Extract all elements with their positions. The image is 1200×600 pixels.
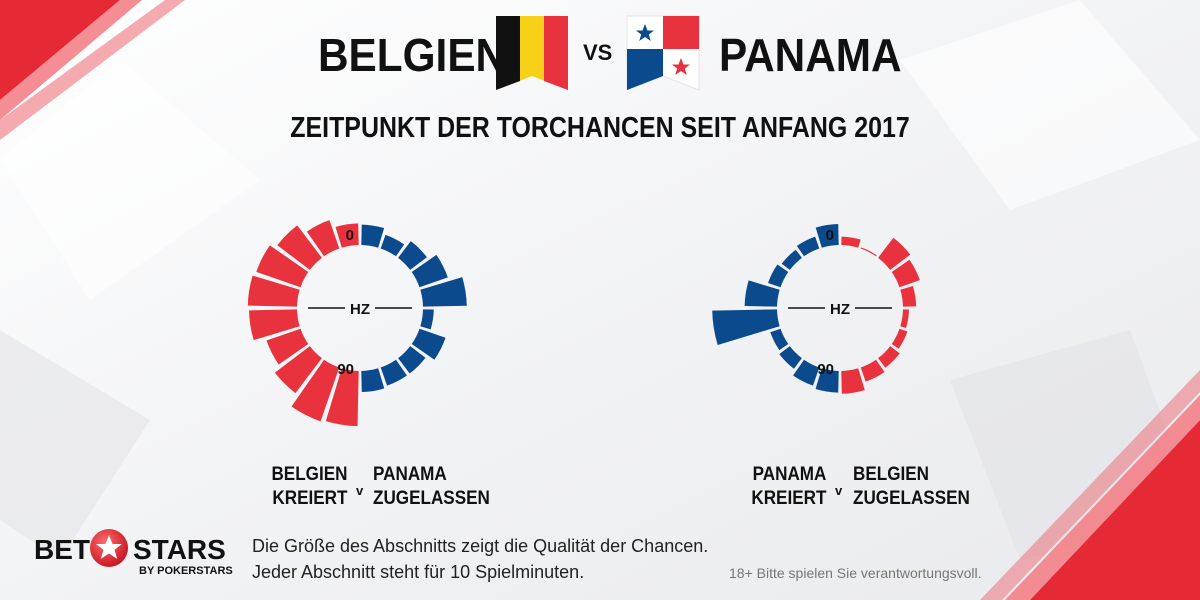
legend-separator: v [356,483,364,498]
logo-subtext: BY POKERSTARS [139,565,233,577]
segment-left-40-HZ [744,280,780,307]
legend-line: ZUGELASSEN [853,488,970,509]
segment-left-10-20 [796,236,820,257]
legend-line: ZUGELASSEN [373,488,490,509]
footer-disclaimer: 18+ Bitte spielen Sie verantwortungsvoll… [729,565,982,581]
logo-text-bet: BET [34,534,90,565]
segment-right-40-HZ [900,285,917,307]
vs-label: VS [583,40,613,65]
segment-left-HZ-50 [712,309,780,345]
segment-left-70-80 [793,359,820,386]
radial-chart-belgium-panama: HZ 0 90 [247,220,467,427]
segment-right-30-40 [891,259,920,288]
segment-right-40-HZ [420,277,467,307]
legend-left-chart1: PANAMA KREIERT [751,463,826,511]
panama-flag-icon [626,15,700,91]
footer-note-line1: Die Größe des Abschnitts zeigt die Quali… [252,536,709,556]
footer-note-line2: Jeder Abschnitt steht für 10 Spielminute… [252,562,585,582]
legend-right-chart0: PANAMA ZUGELASSEN [373,463,490,511]
segment-right-0-10 [361,224,385,248]
legend-line: KREIERT [271,488,347,509]
segment-right-HZ-50 [900,309,909,328]
start-label: 0 [826,227,834,244]
segment-right-30-40 [411,254,448,288]
belgium-flag-icon [496,16,568,90]
footer-note: Die Größe des Abschnitts zeigt die Quali… [252,533,708,585]
segment-right-20-30 [878,237,911,270]
segment-left-50-60 [770,328,789,351]
legend-line: KREIERT [750,488,826,509]
center-label: HZ [830,301,850,318]
segment-right-80-90 [361,368,385,392]
segment-left-70-80 [291,359,340,422]
start-label: 0 [346,227,354,244]
legend-line: BELGIEN [853,464,930,485]
legend-line: PANAMA [752,464,826,485]
legend-separator: v [835,483,843,498]
segment-right-70-80 [860,359,885,382]
segment-right-50-60 [411,328,446,360]
segment-right-80-90 [841,368,865,394]
segment-right-60-70 [398,346,426,374]
segment-right-60-70 [878,346,900,368]
segment-left-80-90 [325,368,359,427]
segment-left-50-60 [266,328,309,365]
segment-left-0-10 [815,224,839,248]
legend-left-chart0: BELGIEN KREIERT [271,463,347,511]
team-left-title: BELGIEN [318,29,507,81]
segment-left-60-70 [779,346,802,369]
segment-left-0-10 [335,223,359,248]
legend-right-chart1: BELGIEN ZUGELASSEN [853,463,970,511]
legend-line: BELGIEN [270,464,347,485]
pokerstars-star-logo-icon [90,529,128,567]
segment-left-10-20 [306,220,340,257]
segment-right-10-20 [380,234,405,257]
segment-left-30-40 [256,245,309,288]
segment-right-50-60 [891,328,908,349]
chart-subtitle: ZEITPUNKT DER TORCHANCEN SEIT ANFANG 201… [290,112,910,144]
end-label: 90 [337,361,354,378]
segment-left-40-HZ [247,275,300,307]
segment-left-20-30 [781,249,802,270]
segment-left-20-30 [277,225,322,270]
segment-right-10-20 [860,247,877,257]
segment-left-30-40 [768,264,789,288]
segment-right-HZ-50 [420,309,434,330]
segment-left-HZ-50 [249,309,300,341]
segment-left-80-90 [815,368,839,393]
radial-chart-panama-belgium: HZ 0 90 [712,224,920,394]
legend-line: PANAMA [373,464,447,485]
end-label: 90 [817,361,834,378]
center-label: HZ [350,301,370,318]
segment-right-0-10 [841,236,861,248]
segment-right-70-80 [380,359,407,386]
logo-text-stars: STARS [133,534,226,565]
team-right-title: PANAMA [719,29,902,81]
segment-right-20-30 [398,241,427,270]
segment-left-60-70 [274,346,322,394]
